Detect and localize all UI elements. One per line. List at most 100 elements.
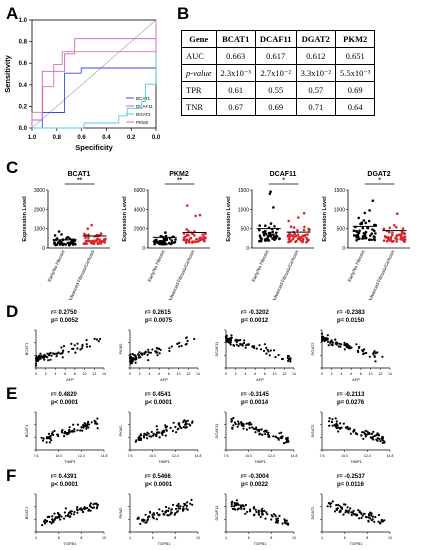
scatter-x-tick-label: 10 <box>292 536 296 540</box>
category-label: Early/No Fibrosis <box>147 249 166 283</box>
scatter-point <box>57 512 60 516</box>
roc-legend-label: DGAT2 <box>136 112 151 117</box>
dot-plot-y-tick-label: 500 <box>241 227 250 233</box>
scatter-point <box>329 502 333 505</box>
category-label: Advanced Fibrosis/Cirrhosis <box>271 249 300 300</box>
scatter-x-tick-label: 8 <box>174 536 176 540</box>
scatter-point <box>236 508 239 511</box>
expression-point <box>366 226 369 229</box>
dot-plot-y-tick-label: 6000 <box>134 188 145 194</box>
roc-x-tick-label: 0.6 <box>77 135 86 141</box>
scatter-point <box>46 356 49 359</box>
correlation-r: r= 0.4391 <box>51 474 78 480</box>
scatter-point <box>374 360 377 363</box>
scatter-point <box>331 418 334 421</box>
table-cell: 0.651 <box>334 47 376 65</box>
expression-point <box>298 236 301 240</box>
scatter-point <box>287 355 291 358</box>
scatter-x-tick-label: 12 <box>186 372 190 376</box>
scatter-point <box>247 343 250 346</box>
correlation-r: r= 0.2750 <box>51 310 78 316</box>
scatter-y-label: DCAF11 <box>214 505 219 521</box>
scatter-point <box>142 434 145 438</box>
scatter-point <box>85 427 88 430</box>
expression-point <box>374 232 377 235</box>
expression-point <box>286 235 290 238</box>
scatter-point <box>47 359 50 362</box>
scatter-point <box>375 434 378 437</box>
scatter-point <box>73 428 76 431</box>
scatter-point <box>234 339 237 342</box>
scatter-point <box>134 354 137 357</box>
scatter-point <box>52 352 55 355</box>
expression-point <box>300 236 304 239</box>
scatter-point <box>96 417 99 420</box>
scatter-point <box>149 351 152 354</box>
expression-point <box>291 237 295 241</box>
scatter-point <box>355 343 358 346</box>
scatter-point <box>339 345 342 348</box>
expression-point <box>203 239 206 243</box>
scatter-point <box>337 430 340 433</box>
scatter-point <box>45 437 49 440</box>
scatter-x-tick-label: 2 <box>331 372 333 376</box>
scatter-point <box>165 509 168 512</box>
scatter-point <box>163 513 166 516</box>
scatter-point <box>47 515 51 518</box>
scatter-point <box>168 349 171 353</box>
category-label: Advanced Fibrosis/Cirrhosis <box>67 249 96 300</box>
scatter-point <box>151 513 154 516</box>
scatter-point <box>335 425 338 428</box>
scatter-point <box>248 426 251 430</box>
expression-point <box>193 240 197 244</box>
scatter-point <box>43 358 46 361</box>
scatter-point <box>84 422 87 425</box>
scatter-point <box>147 359 150 362</box>
scatter-point <box>261 507 264 510</box>
scatter-point <box>144 513 147 516</box>
scatter-point <box>289 357 292 360</box>
scatter-point <box>149 511 152 514</box>
expression-point <box>259 236 262 239</box>
scatter-point <box>63 517 66 520</box>
scatter-point <box>339 510 342 513</box>
scatter-x-label: AFP <box>352 377 360 382</box>
roc-legend-label: DCAF11 <box>136 104 153 109</box>
scatter-point <box>167 514 170 517</box>
scatter-x-tick-label: 4 <box>225 536 227 540</box>
table-cell: AUC <box>181 47 217 65</box>
scatter-point <box>357 346 360 349</box>
scatter-point <box>50 522 53 525</box>
scatter-x-tick-label: 14 <box>292 372 296 376</box>
correlation-p: p< 0.0001 <box>145 482 173 488</box>
scatter-x-tick-label: 4 <box>340 372 342 376</box>
scatter-point <box>191 420 194 423</box>
scatter-point <box>170 345 173 348</box>
scatter-point <box>358 511 361 514</box>
scatter-x-tick-label: 0 <box>321 372 323 376</box>
scatter-point <box>326 334 329 337</box>
scatter-point <box>255 510 258 513</box>
scatter-point <box>144 433 147 436</box>
scatter-y-label: DGAT2 <box>310 506 315 520</box>
scatter-e-bcat1: r= 0.4820 p< 0.0001 7.6 10.0 12.4 14.8 TIMP1 BC… <box>24 392 107 464</box>
scatter-point <box>377 513 381 517</box>
scatter-point <box>237 422 240 425</box>
scatter-point <box>136 517 139 520</box>
scatter-x-label: TGFB1 <box>254 541 268 546</box>
dot-plot-y-label: Expression Level <box>22 196 28 242</box>
scatter-point <box>81 429 84 432</box>
scatter-point <box>43 522 47 525</box>
scatter-point <box>346 510 349 513</box>
expression-point <box>361 234 365 238</box>
scatter-x-tick-label: 7.6 <box>128 454 133 458</box>
scatter-point <box>130 362 133 365</box>
scatter-point <box>189 502 192 505</box>
stats-table: Gene BCAT1 DCAF11 DGAT2 PKM2 AUC 0.663 0… <box>181 30 376 116</box>
scatter-point <box>150 430 153 434</box>
scatter-x-tick-label: 10.0 <box>149 454 156 458</box>
scatter-point <box>170 508 173 511</box>
scatter-point <box>328 424 331 427</box>
expression-point <box>373 238 376 241</box>
scatter-point <box>50 354 53 357</box>
